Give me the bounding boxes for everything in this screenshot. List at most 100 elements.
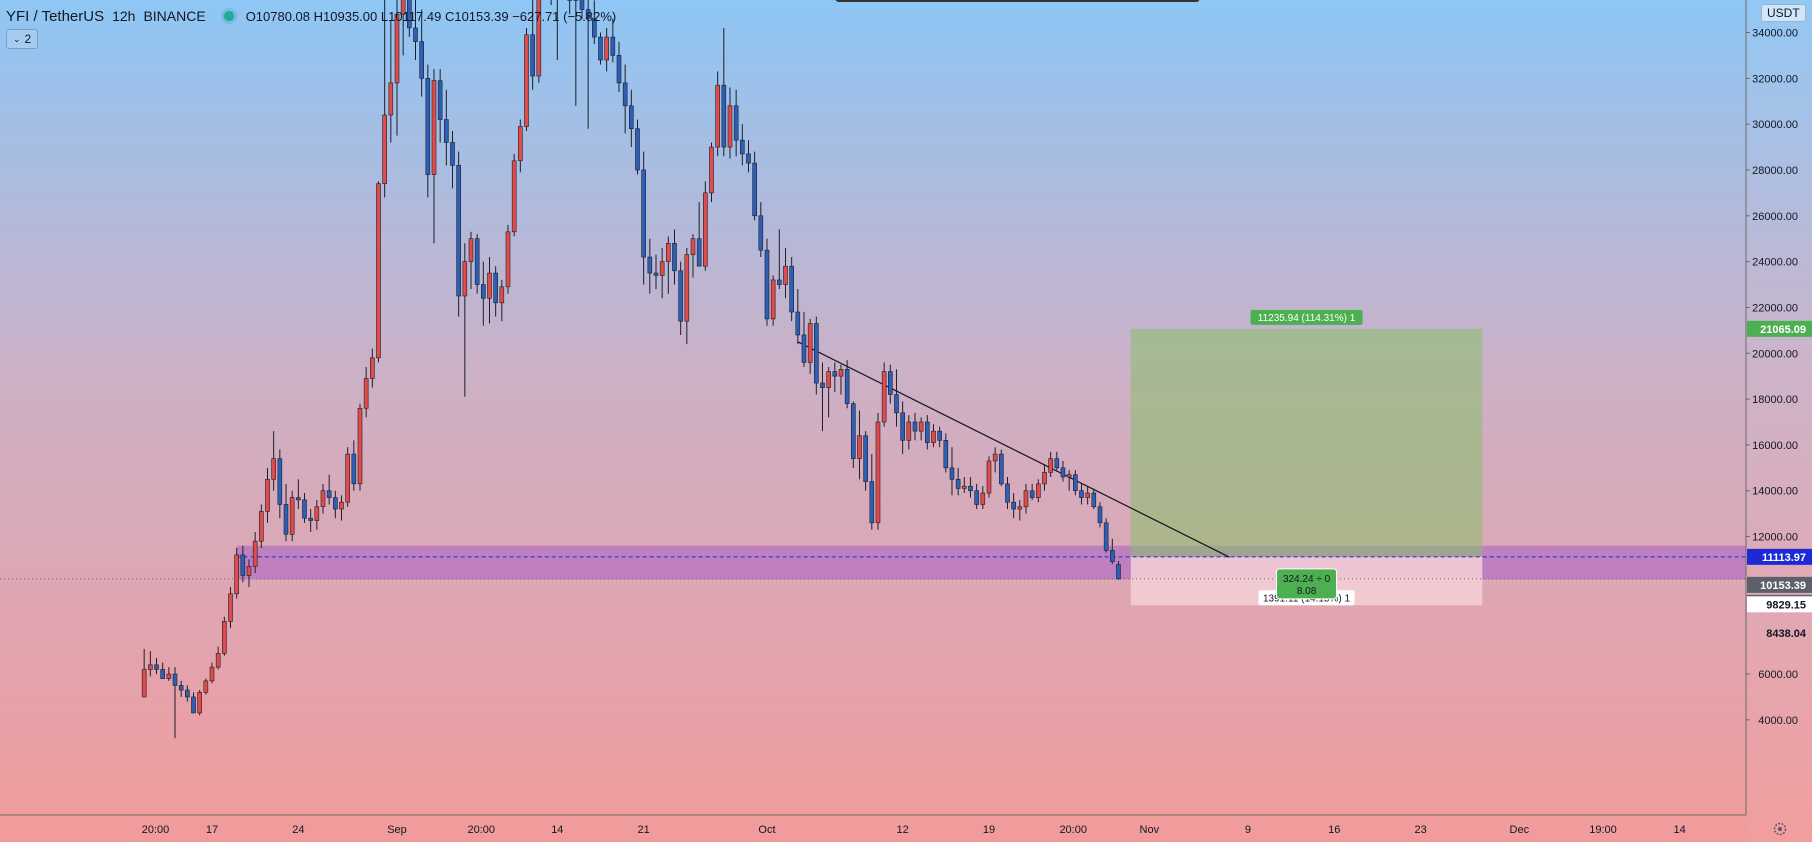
candle[interactable] [832, 362, 838, 393]
candle[interactable] [308, 509, 313, 532]
candle[interactable] [931, 424, 936, 448]
candle[interactable] [413, 0, 418, 60]
candle[interactable] [752, 151, 757, 221]
candle[interactable] [1079, 483, 1084, 505]
top-toolbar-tab[interactable] [835, 0, 1200, 2]
candle[interactable] [524, 27, 529, 132]
candle[interactable] [148, 651, 153, 677]
candle[interactable] [666, 236, 671, 294]
candle[interactable] [1091, 488, 1097, 510]
candle[interactable] [487, 257, 492, 324]
candle[interactable] [740, 124, 745, 166]
candle[interactable] [814, 316, 819, 395]
candle[interactable] [684, 247, 690, 345]
candle[interactable] [980, 486, 986, 510]
candle[interactable] [696, 202, 702, 267]
candle[interactable] [875, 412, 881, 530]
candle[interactable] [900, 401, 905, 455]
candle[interactable] [955, 467, 961, 496]
candle[interactable] [160, 662, 165, 679]
candle[interactable] [493, 266, 498, 317]
candle[interactable] [678, 261, 683, 335]
candle[interactable] [746, 140, 751, 173]
candle[interactable] [431, 69, 437, 244]
candle[interactable] [185, 685, 190, 702]
candle[interactable] [246, 559, 252, 587]
candle[interactable] [764, 238, 770, 326]
candle[interactable] [721, 27, 727, 157]
candle[interactable] [197, 690, 202, 716]
candle[interactable] [1042, 465, 1047, 491]
candle[interactable] [598, 32, 603, 65]
candle[interactable] [943, 433, 949, 473]
candle[interactable] [1110, 538, 1115, 565]
candle[interactable] [1116, 560, 1121, 580]
candle[interactable] [536, 0, 542, 83]
target-price-tag[interactable]: 21065.09 [1747, 320, 1812, 337]
candle[interactable] [986, 456, 992, 498]
candle[interactable] [376, 181, 381, 363]
candle[interactable] [1097, 502, 1103, 528]
candle[interactable] [992, 447, 998, 473]
position-center-label[interactable]: 324.24 ÷ 08.08 [1276, 568, 1338, 600]
candle[interactable] [1073, 470, 1078, 496]
candle[interactable] [209, 662, 215, 684]
candle[interactable] [468, 231, 474, 290]
candle[interactable] [1054, 451, 1060, 471]
candle[interactable] [807, 318, 813, 374]
exchange-label[interactable]: BINANCE [143, 8, 206, 24]
candle[interactable] [1048, 451, 1053, 477]
candle[interactable] [795, 289, 801, 345]
candle[interactable] [345, 447, 350, 507]
candle[interactable] [585, 0, 591, 129]
candle[interactable] [888, 364, 893, 404]
candle[interactable] [777, 229, 782, 290]
candle[interactable] [881, 362, 887, 427]
candle[interactable] [703, 181, 708, 271]
candle[interactable] [1023, 483, 1029, 514]
candle[interactable] [758, 202, 764, 258]
candle[interactable] [709, 142, 714, 203]
symbol-name[interactable]: YFI / TetherUS [6, 7, 105, 25]
candle[interactable] [228, 586, 233, 629]
candle[interactable] [1011, 493, 1016, 519]
candle[interactable] [252, 531, 258, 574]
candle[interactable] [641, 151, 646, 285]
candle[interactable] [894, 369, 899, 427]
candle[interactable] [567, 0, 572, 15]
candle[interactable] [370, 348, 375, 388]
candle[interactable] [974, 483, 979, 510]
candle[interactable] [172, 667, 178, 739]
candle[interactable] [610, 18, 616, 63]
trendline[interactable] [797, 341, 1230, 558]
candle[interactable] [289, 490, 295, 542]
candle[interactable] [462, 243, 468, 397]
candle[interactable] [277, 449, 283, 519]
candle[interactable] [968, 476, 973, 498]
candle[interactable] [918, 417, 924, 441]
candle[interactable] [925, 415, 930, 450]
profit-zone[interactable] [1130, 328, 1483, 557]
candle[interactable] [937, 426, 942, 448]
candle[interactable] [715, 71, 720, 157]
candle[interactable] [394, 0, 400, 136]
candle[interactable] [1005, 476, 1010, 510]
candle[interactable] [400, 0, 406, 56]
candle[interactable] [419, 9, 424, 97]
candle[interactable] [259, 504, 264, 549]
candle[interactable] [481, 261, 486, 326]
candle[interactable] [425, 64, 431, 198]
candle[interactable] [271, 431, 276, 491]
candle[interactable] [388, 21, 394, 143]
profit-label[interactable]: 11235.94 (114.31%) 1 [1250, 309, 1363, 325]
candle[interactable] [203, 678, 209, 695]
candle[interactable] [302, 493, 307, 523]
candle[interactable] [234, 548, 239, 599]
candle[interactable] [857, 410, 862, 480]
candle[interactable] [1085, 486, 1090, 505]
candle[interactable] [770, 275, 776, 326]
candle[interactable] [474, 234, 480, 294]
candle[interactable] [518, 119, 523, 173]
candle[interactable] [444, 89, 449, 166]
